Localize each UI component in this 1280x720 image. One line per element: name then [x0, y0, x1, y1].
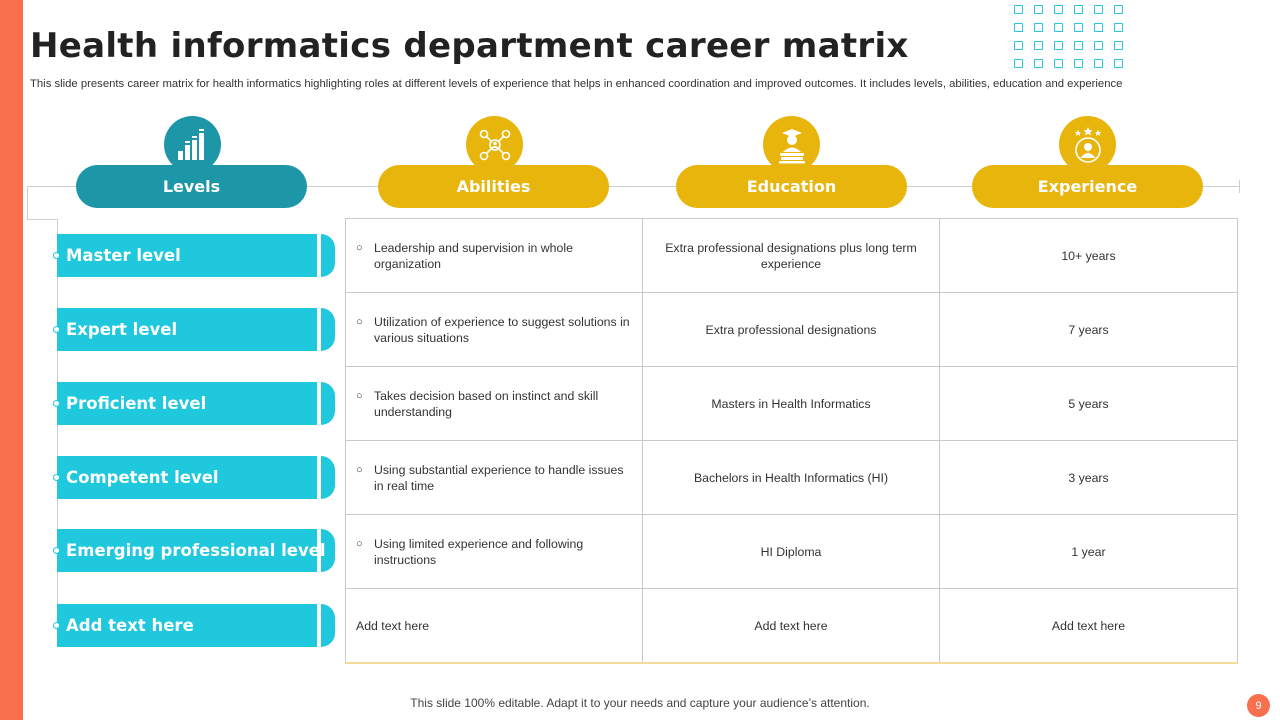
table-row: ○ Using substantial experience to handle …	[345, 440, 1238, 515]
table-row: ○ Utilization of experience to suggest so…	[345, 292, 1238, 367]
level-label: Emerging professional level	[66, 541, 326, 560]
level-label: Competent level	[66, 468, 219, 487]
table-row: ○ Leadership and supervision in whole org…	[345, 218, 1238, 293]
table-row: Add text here Add text here Add text her…	[345, 588, 1238, 664]
footer-note: This slide 100% editable. Adapt it to yo…	[410, 696, 870, 710]
experience-cell: 1 year	[939, 514, 1238, 589]
bar-chart-icon	[164, 116, 221, 173]
level-label: Proficient level	[66, 394, 207, 413]
ability-cell: ○ Using substantial experience to handle …	[345, 440, 643, 515]
ability-cell: ○ Takes decision based on instinct and sk…	[345, 366, 643, 441]
education-cell: Bachelors in Health Informatics (HI)	[642, 440, 940, 515]
network-people-icon	[466, 116, 523, 173]
left-accent-bar	[0, 0, 23, 720]
level-master: Master level	[53, 234, 335, 277]
level-emerging: Emerging professional level	[53, 529, 335, 572]
career-matrix-table: ○ Leadership and supervision in whole org…	[345, 218, 1238, 664]
education-cell: HI Diploma	[642, 514, 940, 589]
experience-cell: 10+ years	[939, 218, 1238, 293]
page-number-badge: 9	[1247, 694, 1270, 717]
table-row: ○ Takes decision based on instinct and sk…	[345, 366, 1238, 441]
education-cell: Extra professional designations plus lon…	[642, 218, 940, 293]
education-cell: Add text here	[642, 588, 940, 664]
star-person-icon	[1059, 116, 1116, 173]
connector-right-tick	[1239, 180, 1240, 193]
connector-left-drop	[27, 186, 28, 219]
connector-left-step	[27, 219, 57, 220]
level-label: Master level	[66, 246, 181, 265]
experience-cell: 7 years	[939, 292, 1238, 367]
experience-cell: Add text here	[939, 588, 1238, 664]
slide-description: This slide presents career matrix for he…	[30, 78, 1123, 90]
ability-cell: ○ Utilization of experience to suggest so…	[345, 292, 643, 367]
experience-cell: 5 years	[939, 366, 1238, 441]
level-label: Expert level	[66, 320, 178, 339]
level-competent: Competent level	[53, 456, 335, 499]
ability-cell: Add text here	[345, 588, 643, 664]
experience-cell: 3 years	[939, 440, 1238, 515]
education-cell: Extra professional designations	[642, 292, 940, 367]
page-title: Health informatics department career mat…	[30, 26, 909, 66]
level-label: Add text here	[66, 616, 194, 635]
level-proficient: Proficient level	[53, 382, 335, 425]
ability-cell: ○ Leadership and supervision in whole org…	[345, 218, 643, 293]
table-row: ○ Using limited experience and following …	[345, 514, 1238, 589]
level-placeholder: Add text here	[53, 604, 335, 647]
header-connector-line	[27, 186, 1240, 187]
level-expert: Expert level	[53, 308, 335, 351]
decorative-dot-grid	[1014, 5, 1124, 68]
education-cell: Masters in Health Informatics	[642, 366, 940, 441]
ability-cell: ○ Using limited experience and following …	[345, 514, 643, 589]
graduate-books-icon	[763, 116, 820, 173]
